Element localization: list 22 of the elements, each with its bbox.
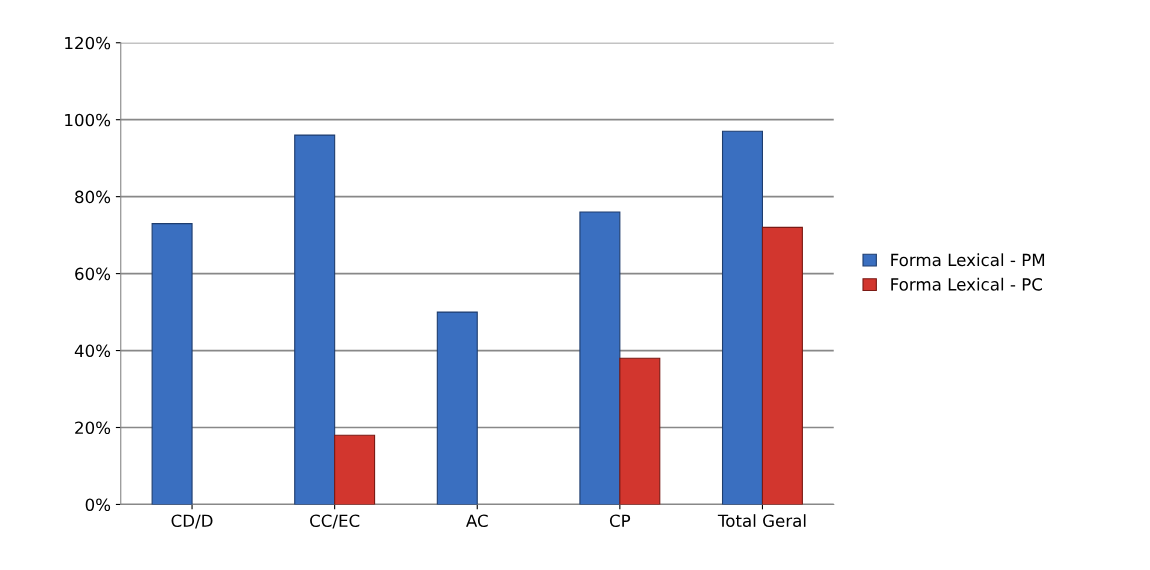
bar bbox=[579, 211, 621, 505]
x-tick-label: CC/EC bbox=[310, 514, 360, 529]
y-tick-label: 20% bbox=[75, 421, 111, 435]
y-tick-label: 120% bbox=[65, 36, 111, 50]
bar bbox=[294, 134, 336, 505]
x-tick-label: CD/D bbox=[171, 514, 213, 529]
legend-label: Forma Lexical - PM bbox=[891, 253, 1045, 267]
bar bbox=[436, 311, 478, 505]
x-tick-label: CP bbox=[609, 514, 631, 528]
y-tick-label: 100% bbox=[65, 113, 111, 127]
bar bbox=[334, 434, 376, 505]
x-tick-label: Total Geral bbox=[717, 514, 806, 528]
bar bbox=[619, 357, 661, 505]
legend-label: Forma Lexical - PC bbox=[891, 277, 1043, 291]
bar bbox=[151, 223, 193, 505]
bar bbox=[721, 130, 764, 505]
y-tick-label: 40% bbox=[74, 344, 111, 358]
y-tick-label: 0% bbox=[85, 498, 111, 512]
bar bbox=[761, 226, 803, 505]
y-tick-label: 80% bbox=[75, 190, 111, 204]
x-tick-label: AC bbox=[466, 514, 488, 528]
y-tick-label: 60% bbox=[75, 267, 111, 281]
